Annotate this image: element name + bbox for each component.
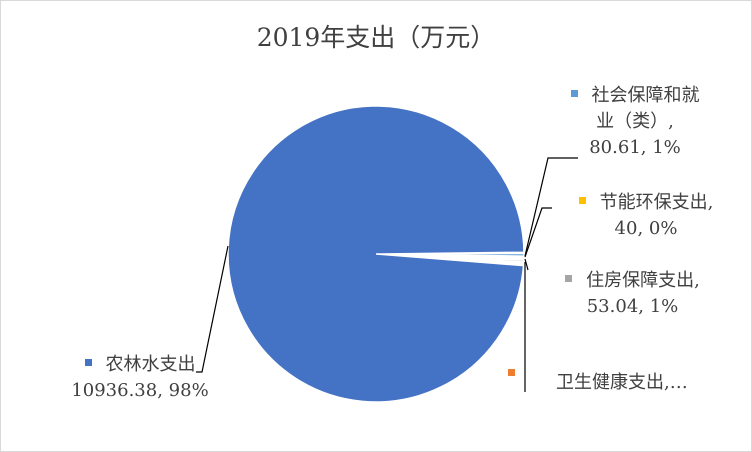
data-label-housing-line2: 53.04, 1%: [586, 296, 679, 317]
data-label-social-line3: 80.61, 1%: [589, 137, 681, 158]
legend-swatch-housing: [565, 274, 573, 282]
chart-title: 2019年支出（万元）: [256, 23, 496, 52]
pie-slice-4: [227, 105, 525, 403]
data-label-agri-line1: 农林水支出: [105, 354, 196, 375]
data-label-housing: 住房保障支出, 53.04, 1%: [545, 268, 720, 320]
legend-swatch-health: [508, 368, 515, 376]
data-label-energy: 节能环保支出, 40, 0%: [561, 190, 731, 242]
data-label-energy-line1: 节能环保支出,: [599, 192, 714, 213]
legend-swatch-social: [570, 89, 578, 97]
data-label-health-line1: 卫生健康支出,…: [556, 372, 688, 393]
data-label-agri: 农林水支出 10936.38, 98%: [55, 352, 225, 404]
leader-line-social: [524, 157, 578, 257]
data-label-health: 卫生健康支出,…: [508, 368, 738, 396]
data-label-social-line1: 社会保障和就: [591, 85, 700, 106]
leader-line-agri: [196, 245, 229, 373]
data-label-housing-line1: 住房保障支出,: [586, 270, 700, 291]
leader-line-housing: [524, 258, 529, 271]
data-label-agri-line2: 10936.38, 98%: [71, 380, 209, 401]
leader-line-energy: [524, 207, 552, 258]
legend-swatch-agri: [84, 358, 92, 366]
data-label-energy-line2: 40, 0%: [614, 218, 678, 239]
legend-swatch-energy: [578, 196, 586, 204]
data-label-social-line2: 业（类）,: [596, 111, 674, 132]
data-label-social: 社会保障和就 业（类）, 80.61, 1%: [560, 83, 710, 161]
